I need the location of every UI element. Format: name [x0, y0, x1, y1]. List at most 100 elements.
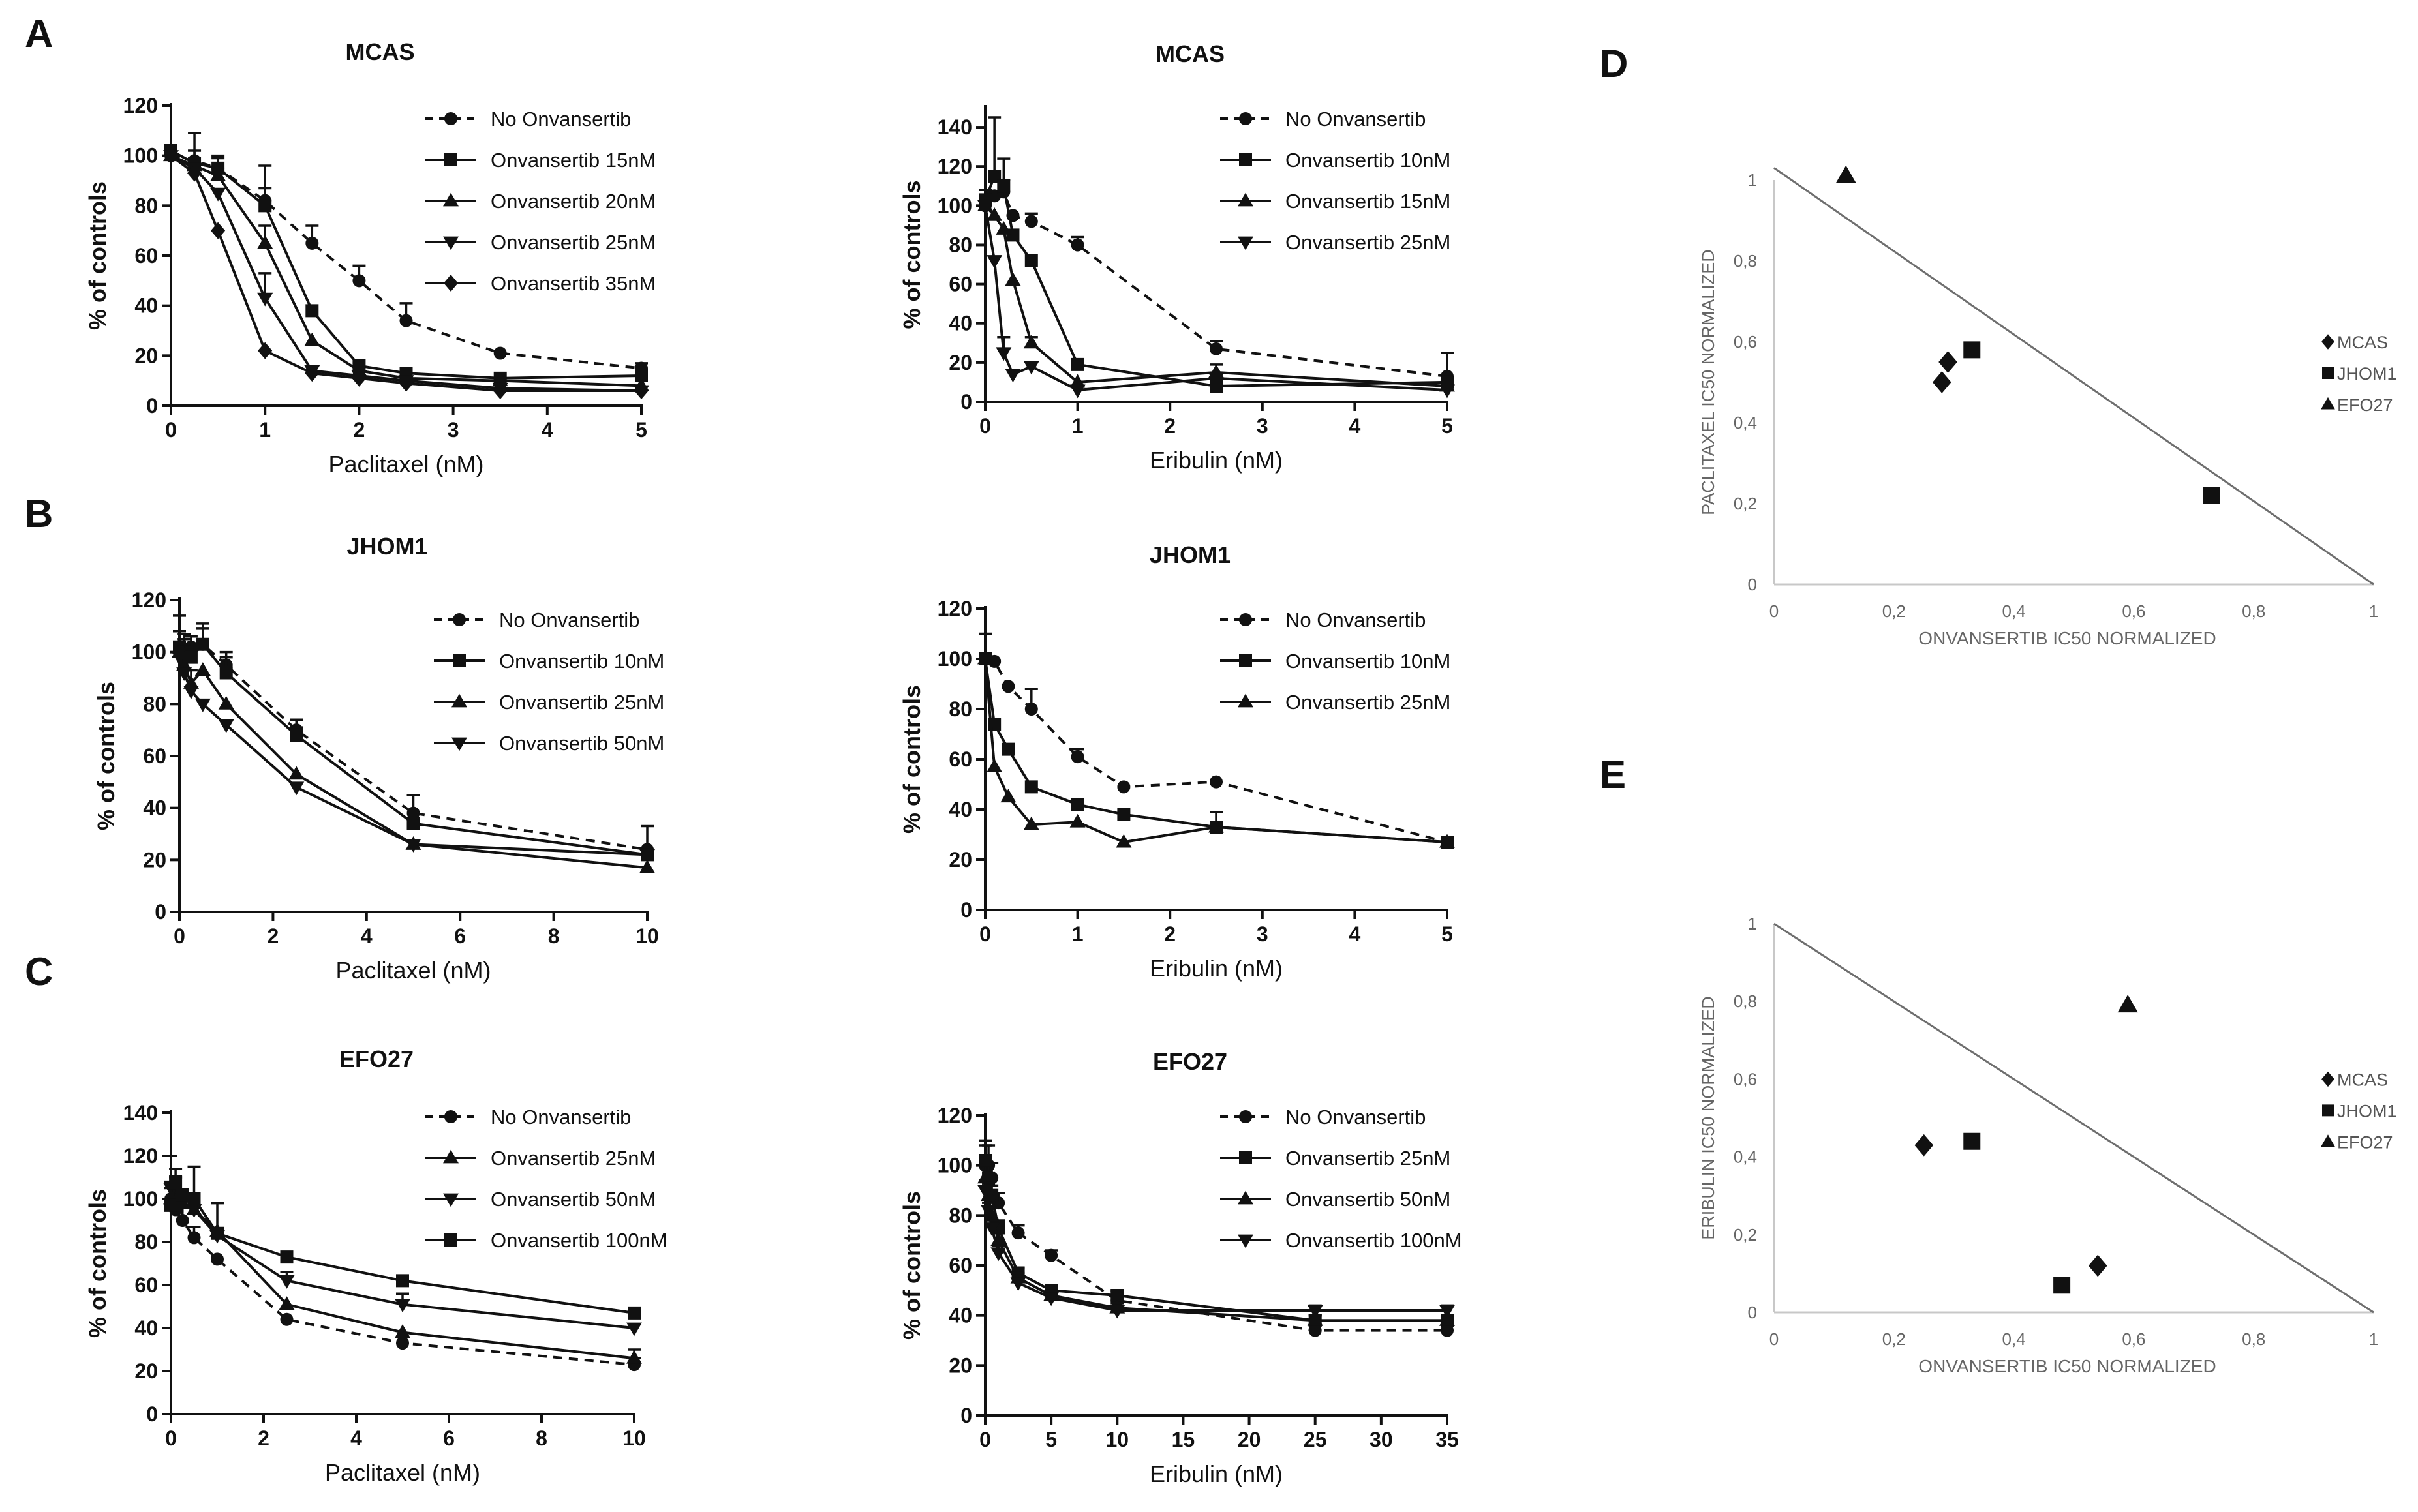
y-tick-label: 100 [132, 641, 166, 664]
y-tick-label: 100 [938, 647, 972, 671]
y-tick-label: 40 [134, 1316, 158, 1340]
x-tick-label: 10 [1105, 1428, 1129, 1451]
panel-letter-c: C [25, 950, 53, 993]
panel-letter-b: B [25, 492, 53, 536]
data-point [176, 667, 192, 681]
x-tick-label: 0,4 [2002, 601, 2026, 621]
data-point [280, 1312, 294, 1326]
x-tick-label: 3 [1257, 414, 1268, 438]
data-point [218, 695, 234, 710]
x-axis-label: Paclitaxel (nM) [328, 451, 483, 477]
y-tick-label: 40 [949, 312, 972, 335]
data-point [2088, 1254, 2107, 1277]
data-point [218, 719, 234, 733]
chart-e-iso: 0 0,2 0,4 0,6 0,8 1 0 0,2 0,4 0,6 0,8 1 ONVANSERTIB … [1698, 914, 2397, 1376]
data-point [1071, 750, 1084, 764]
y-tick-label: 0 [1748, 1303, 1757, 1322]
data-point [1208, 819, 1224, 833]
y-tick-label: 80 [949, 697, 972, 721]
data-point [352, 274, 366, 288]
chart-a-pac: MCAS 0 20 40 60 80 100 120 0 1 2 3 4 5 Paclitaxel (nM)… [84, 38, 656, 477]
data-point [977, 1185, 993, 1199]
series-jhom1 [1963, 1132, 2071, 1294]
legend-swatch-marker [2321, 1071, 2334, 1087]
data-point [987, 255, 1003, 269]
legend-label: Onvansertib 25nM [1285, 691, 1450, 714]
legend-swatch-marker [1239, 153, 1252, 166]
legend-swatch-marker [443, 1149, 459, 1164]
data-point [1023, 816, 1039, 830]
legend-label: No Onvansertib [1285, 108, 1426, 130]
panel-letter-d: D [1600, 42, 1628, 85]
y-tick-label: 0 [1748, 575, 1757, 594]
series-line [170, 1198, 635, 1367]
data-point [1011, 1226, 1025, 1240]
data-point [305, 365, 320, 382]
x-tick-label: 5 [1441, 414, 1453, 438]
x-tick-label: 0,6 [2122, 1329, 2145, 1349]
legend-label: Onvansertib 25nM [1285, 231, 1450, 254]
data-point [288, 781, 305, 796]
y-tick-label: 0 [960, 390, 972, 414]
series-onvansertib-15nm [977, 197, 1455, 392]
data-point [187, 1192, 201, 1205]
data-point [1002, 742, 1015, 756]
y-tick-label: 20 [143, 848, 166, 871]
x-tick-label: 1 [2369, 1329, 2378, 1349]
data-point [305, 236, 319, 250]
data-point [352, 369, 367, 387]
legend-label: Onvansertib 15nM [1285, 190, 1450, 213]
legend-label: No Onvansertib [499, 609, 639, 631]
data-point [977, 200, 993, 214]
data-point [164, 147, 178, 164]
series-line [178, 651, 648, 869]
data-point [406, 806, 420, 820]
data-point [257, 235, 273, 249]
data-point [984, 1207, 1000, 1221]
data-point [1005, 272, 1021, 286]
y-axis-label: % of controls [93, 682, 119, 830]
y-tick-label: 80 [949, 233, 972, 256]
y-tick-label: 60 [949, 273, 972, 296]
y-tick-label: 1 [1748, 170, 1757, 190]
y-axis-label: % of controls [898, 1191, 925, 1340]
data-point [1439, 834, 1455, 848]
y-tick-label: 0,4 [1734, 1147, 1757, 1167]
data-point [1933, 371, 1951, 393]
data-point [977, 650, 993, 665]
data-point [1439, 384, 1455, 399]
legend-label: JHOM1 [2337, 1101, 2397, 1121]
data-point [1024, 703, 1038, 716]
data-point [183, 675, 199, 689]
chart-title: JHOM1 [1150, 541, 1231, 568]
y-tick-label: 80 [134, 194, 158, 217]
data-point [406, 817, 420, 830]
x-tick-label: 10 [622, 1427, 646, 1450]
series-line [984, 205, 1448, 392]
data-point [187, 1231, 201, 1245]
legend-swatch-marker [444, 153, 457, 166]
y-tick-label: 0,8 [1734, 251, 1757, 271]
legend-label: No Onvansertib [1285, 609, 1426, 631]
data-point [305, 304, 319, 318]
legend-swatch-marker [444, 275, 458, 292]
y-tick-label: 120 [938, 155, 972, 178]
x-tick-label: 0,4 [2002, 1329, 2026, 1349]
data-point [1069, 374, 1086, 388]
chart-title: EFO27 [339, 1046, 414, 1072]
legend-swatch-marker [451, 737, 467, 751]
chart-b-pac: JHOM1 0 20 40 60 80 100 120 0 2 4 6 8 10 Paclitaxel (n… [93, 533, 664, 984]
x-tick-label: 1 [1072, 922, 1084, 946]
legend-swatch-marker [1239, 1110, 1252, 1123]
data-point [626, 1350, 642, 1364]
series-onvansertib-25nm [977, 650, 1455, 848]
data-point [164, 1198, 177, 1212]
y-tick-label: 60 [949, 748, 972, 771]
y-tick-label: 0,6 [1734, 332, 1757, 352]
legend-label: Onvansertib 25nM [491, 1147, 656, 1170]
y-tick-label: 0,6 [1734, 1069, 1757, 1089]
data-point [1045, 1248, 1058, 1262]
legend-swatch-marker [444, 1233, 457, 1247]
data-point [1023, 335, 1039, 349]
legend-swatch-marker [1238, 236, 1253, 250]
